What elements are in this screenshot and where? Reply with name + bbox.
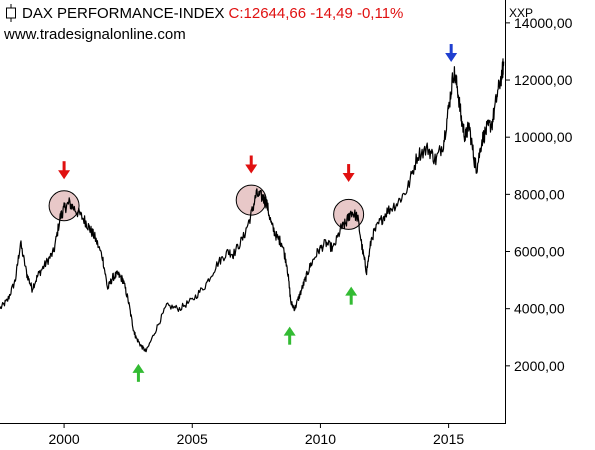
last-quote: C:12644,66 -14,49 -0,11% <box>228 4 404 22</box>
y-tick-label: 14000,00 <box>514 15 573 31</box>
unit-label: XXP <box>509 6 534 20</box>
x-tick-label: 2015 <box>433 431 464 447</box>
candlestick-icon <box>6 4 16 22</box>
y-tick-label: 4000,00 <box>514 301 565 317</box>
y-tick-label: 10000,00 <box>514 129 573 145</box>
y-tick-label: 8000,00 <box>514 186 565 202</box>
buy-arrow <box>345 286 358 305</box>
x-tick-label: 2000 <box>49 431 80 447</box>
x-tick-label: 2010 <box>305 431 336 447</box>
x-tick-label: 2005 <box>177 431 208 447</box>
sell-arrow <box>445 44 458 63</box>
y-tick-label: 2000,00 <box>514 358 565 374</box>
sell-arrow <box>245 155 258 174</box>
chart-title: DAX PERFORMANCE-INDEX <box>22 4 225 22</box>
sell-arrow <box>342 164 355 183</box>
y-tick-label: 6000,00 <box>514 244 565 260</box>
y-axis-ticks: 2000,00 4000,00 6000,00 8000,00 10000,00 1200… <box>505 15 573 374</box>
website-label: www.tradesignalonline.com <box>4 26 186 43</box>
highlight-circles <box>48 184 365 230</box>
x-axis-ticks: 2000 2005 2010 2015 <box>49 423 464 447</box>
y-tick-label: 12000,00 <box>514 72 573 88</box>
signal-arrows <box>58 44 458 382</box>
sell-arrow <box>58 161 71 180</box>
dax-price-line <box>0 58 505 353</box>
buy-arrow <box>132 363 145 382</box>
buy-arrow <box>283 326 296 345</box>
chart-header: DAX PERFORMANCE-INDEX C:12644,66 -14,49 … <box>4 4 403 22</box>
